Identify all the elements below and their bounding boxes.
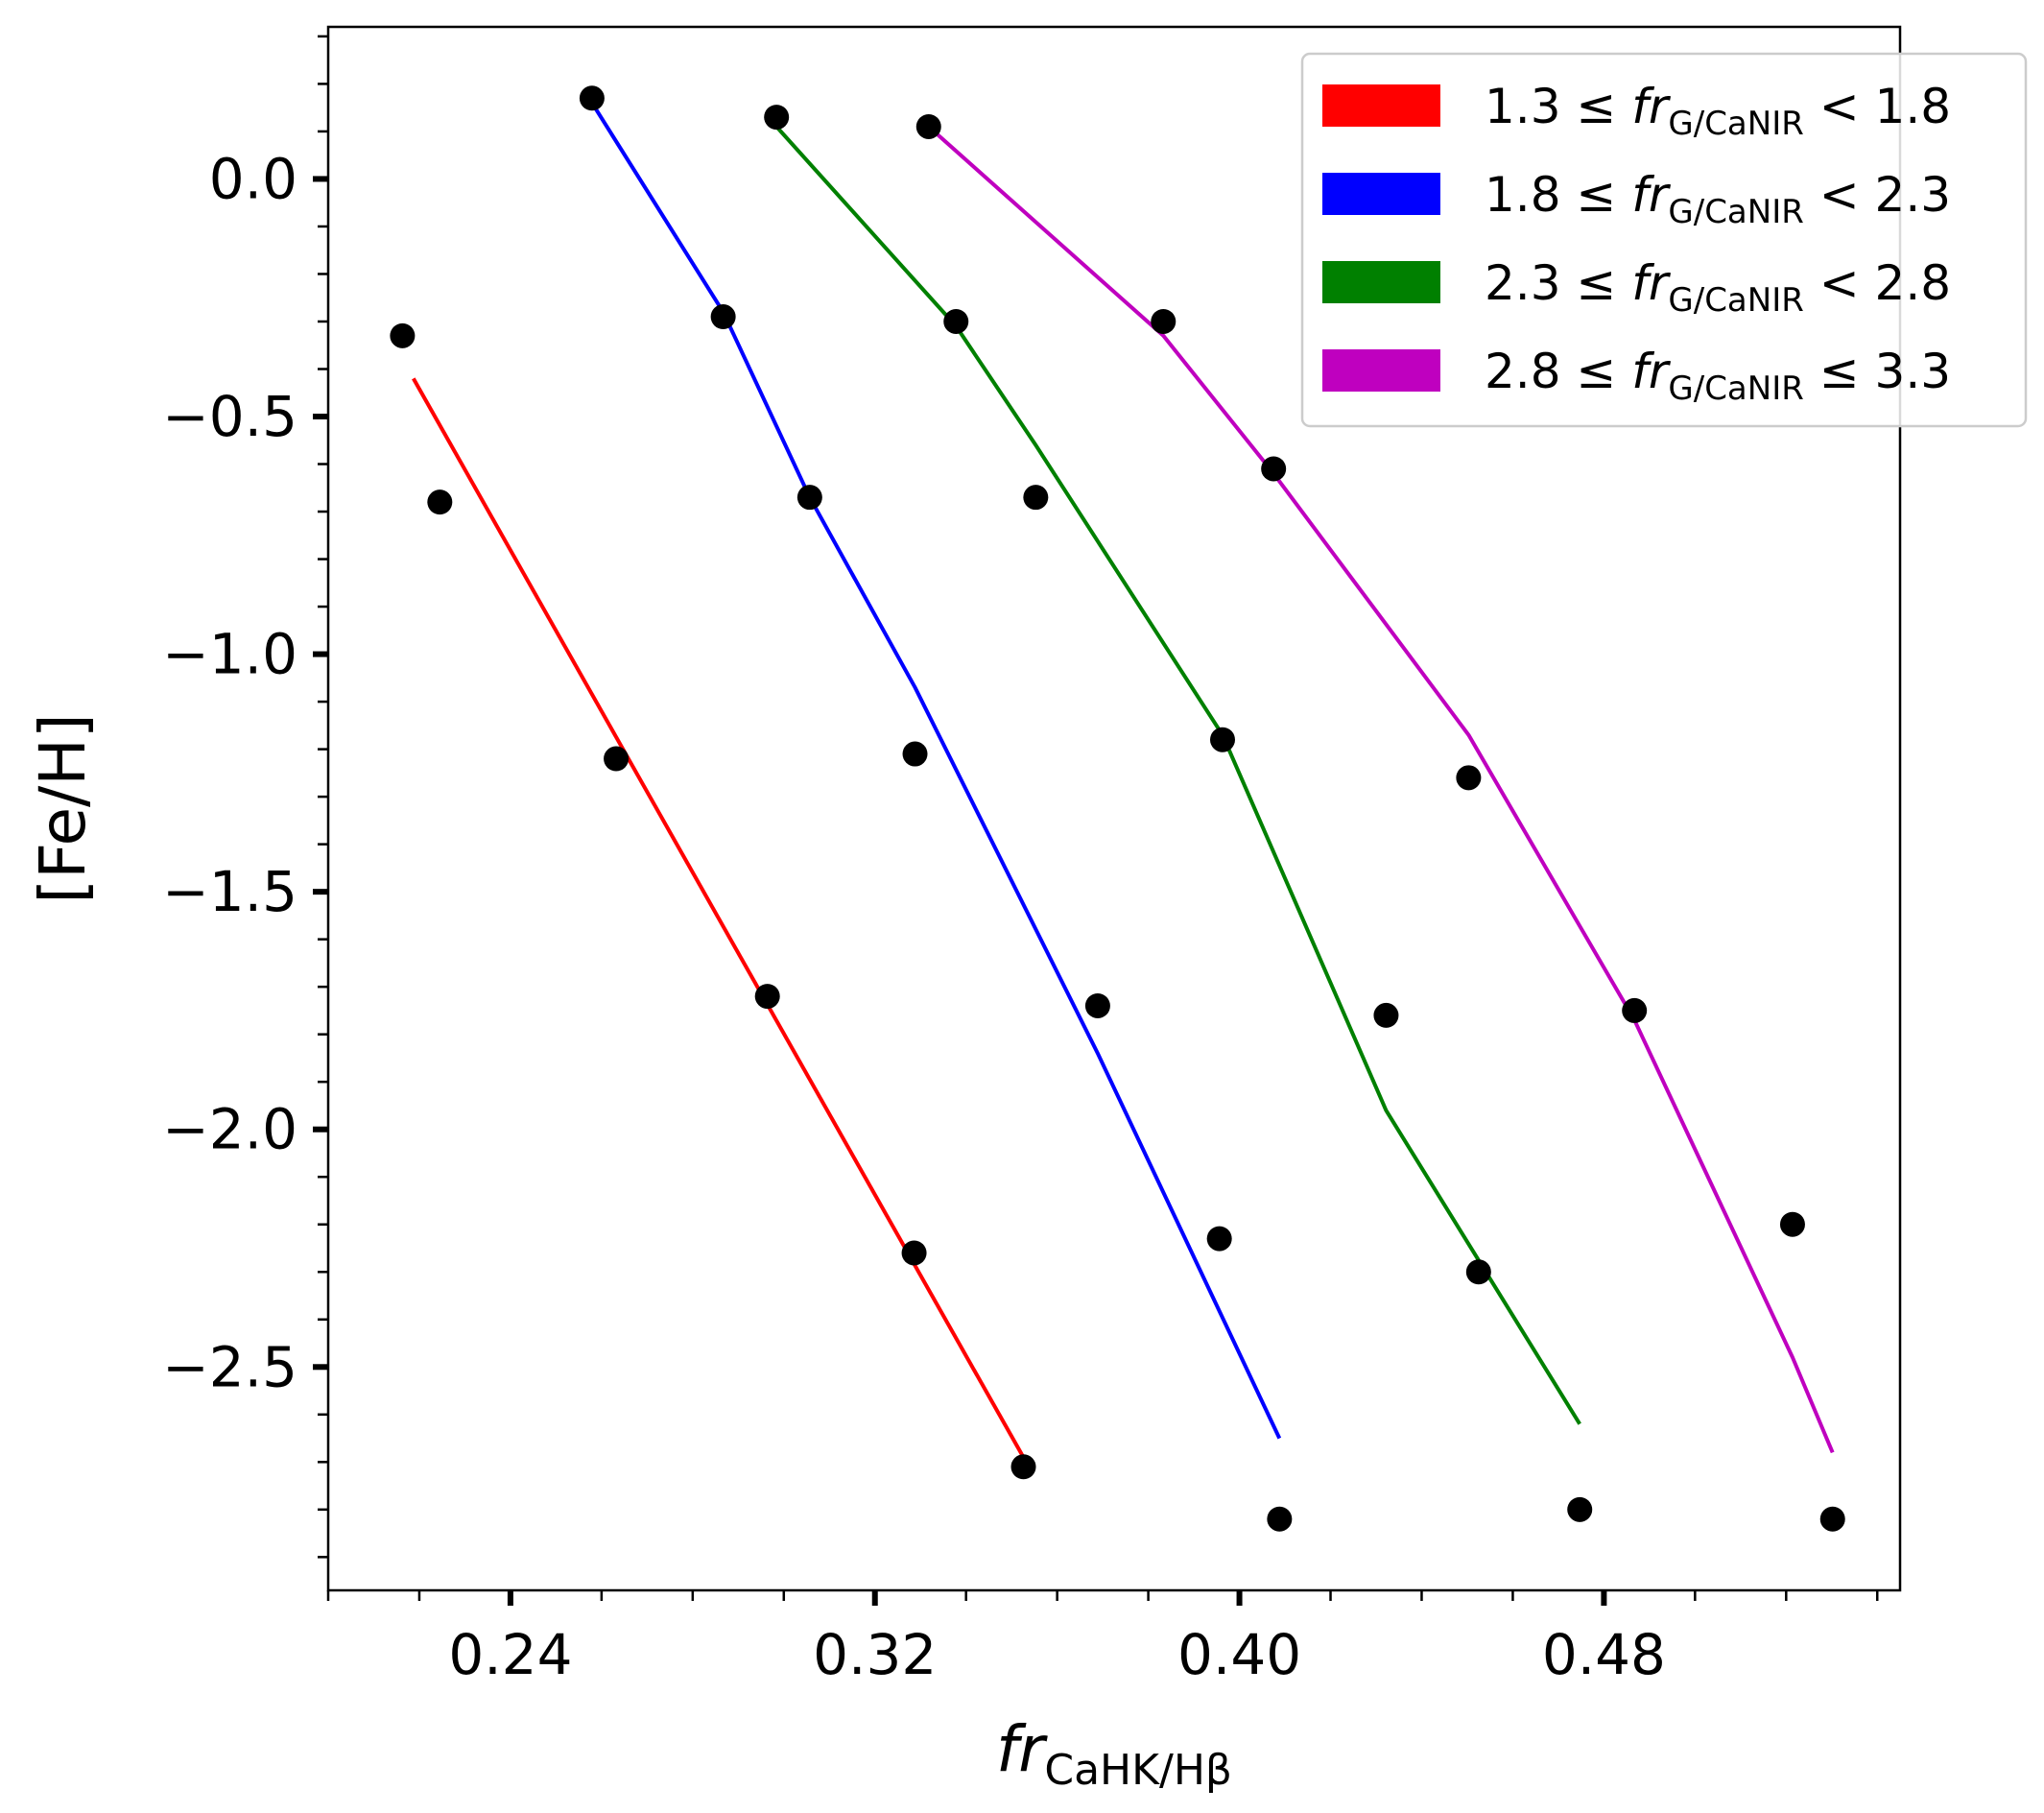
data-point-series-4 (1622, 997, 1648, 1023)
data-point-series-3 (1023, 485, 1049, 511)
legend-op2: ≤ (1804, 344, 1875, 399)
data-point-series-2 (710, 304, 736, 330)
legend-sub: G/CaNIR (1668, 281, 1803, 320)
legend-label-3: 2.3 ≤ frG/CaNIR < 2.8 (1485, 255, 1951, 320)
data-point-series-4 (1779, 1211, 1805, 1237)
data-point-series-1 (1010, 1454, 1036, 1480)
x-tick-label: 0.40 (1177, 1622, 1301, 1687)
legend-sub: G/CaNIR (1668, 370, 1803, 408)
legend-swatch-2 (1322, 173, 1440, 215)
data-point-series-4 (915, 113, 941, 139)
legend-sub: G/CaNIR (1668, 105, 1803, 143)
data-points (390, 85, 1845, 1532)
legend-label-4: 2.8 ≤ frG/CaNIR ≤ 3.3 (1485, 344, 1951, 408)
legend: 1.3 ≤ frG/CaNIR < 1.81.8 ≤ frG/CaNIR < 2… (1300, 52, 2028, 428)
series-line-1 (412, 377, 1026, 1459)
data-point-series-2 (1267, 1506, 1293, 1532)
legend-label-2: 1.8 ≤ frG/CaNIR < 2.3 (1485, 167, 1951, 231)
data-point-series-2 (1206, 1226, 1232, 1252)
data-point-series-1 (754, 984, 780, 1010)
x-axis-label-sub: CaHK/Hβ (1044, 1746, 1232, 1795)
x-axis-label-base: fr (996, 1712, 1048, 1786)
legend-hi: 2.3 (1875, 167, 1952, 223)
x-tick-label: 0.24 (448, 1622, 572, 1687)
legend-op2: < (1804, 79, 1875, 134)
legend-base: fr (1631, 344, 1672, 399)
data-point-series-3 (943, 308, 969, 334)
legend-lo: 1.3 (1485, 79, 1561, 134)
y-tick-label: −1.0 (162, 622, 297, 687)
legend-base: fr (1631, 255, 1672, 311)
legend-lo: 2.8 (1485, 344, 1561, 399)
legend-label-1: 1.3 ≤ frG/CaNIR < 1.8 (1485, 79, 1951, 143)
legend-swatch-3 (1322, 261, 1440, 303)
series-line-4 (927, 125, 1835, 1454)
y-tick-label: −1.5 (162, 859, 297, 924)
legend-box (1300, 52, 2028, 428)
data-point-series-4 (1261, 456, 1287, 482)
data-point-series-2 (796, 485, 822, 511)
legend-hi: 1.8 (1875, 79, 1952, 134)
legend-hi: 3.3 (1875, 344, 1952, 399)
legend-op1: ≤ (1561, 255, 1632, 311)
x-tick-label: 0.32 (813, 1622, 937, 1687)
series-line-2 (590, 102, 1282, 1440)
data-point-series-3 (1373, 1002, 1399, 1028)
y-axis-label: [Fe/H] (26, 713, 100, 903)
legend-swatch-4 (1322, 349, 1440, 392)
x-tick-label: 0.48 (1542, 1622, 1666, 1687)
legend-op1: ≤ (1561, 167, 1632, 223)
data-point-series-2 (579, 85, 605, 111)
legend-entries: 1.3 ≤ frG/CaNIR < 1.81.8 ≤ frG/CaNIR < 2… (1322, 79, 1951, 408)
x-axis-ticks: 0.24 0.32 0.40 0.48 (326, 1590, 1879, 1687)
data-point-series-3 (1209, 727, 1235, 752)
legend-lo: 2.3 (1485, 255, 1561, 311)
data-point-series-4 (1151, 308, 1176, 334)
data-point-series-3 (1465, 1259, 1491, 1285)
data-point-series-4 (1456, 765, 1482, 791)
legend-swatch-1 (1322, 84, 1440, 127)
data-point-series-1 (901, 1240, 927, 1266)
x-axis-label: frCaHK/Hβ (996, 1712, 1232, 1795)
legend-lo: 1.8 (1485, 167, 1561, 223)
data-point-series-4 (1819, 1506, 1845, 1532)
series-line-3 (774, 125, 1581, 1425)
y-tick-label: 0.0 (209, 146, 297, 211)
plot-frame (326, 25, 1902, 1592)
y-tick-label: −2.5 (162, 1334, 297, 1399)
data-point-series-1 (390, 322, 416, 348)
data-point-series-2 (1084, 992, 1110, 1018)
data-point-series-3 (764, 105, 790, 131)
legend-op2: < (1804, 167, 1875, 223)
data-point-series-2 (902, 741, 928, 767)
data-point-series-1 (604, 746, 630, 772)
legend-op1: ≤ (1561, 344, 1632, 399)
y-tick-label: −2.0 (162, 1097, 297, 1162)
legend-sub: G/CaNIR (1668, 193, 1803, 231)
y-tick-label: −0.5 (162, 384, 297, 449)
legend-hi: 2.8 (1875, 255, 1952, 311)
legend-op1: ≤ (1561, 79, 1632, 134)
data-point-series-1 (427, 489, 453, 515)
data-point-series-3 (1567, 1496, 1593, 1522)
legend-base: fr (1631, 79, 1672, 134)
y-axis-ticks: 0.0 −0.5 −1.0 −1.5 −2.0 −2.5 (162, 35, 328, 1559)
series-lines (412, 102, 1835, 1459)
legend-op2: < (1804, 255, 1875, 311)
legend-base: fr (1631, 167, 1672, 223)
